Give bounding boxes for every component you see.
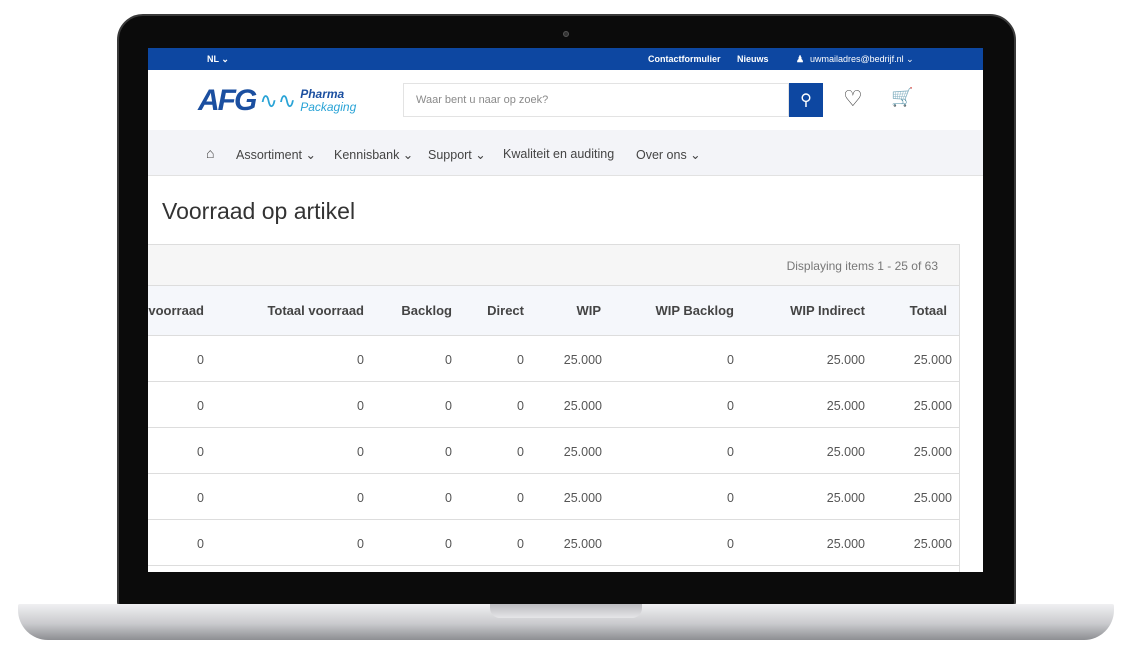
column-header[interactable]: WIP xyxy=(576,303,601,318)
column-header[interactable]: voorraad xyxy=(148,303,204,318)
dna-icon: ∿∿ xyxy=(259,88,297,113)
table-cell: 0 xyxy=(197,399,204,413)
table-cell: 25.000 xyxy=(913,537,952,551)
table-cell: 0 xyxy=(445,537,452,551)
column-header[interactable]: Totaal xyxy=(909,303,947,318)
heart-icon[interactable]: ♡ xyxy=(843,86,863,111)
logo-sub1: Pharma xyxy=(300,87,345,101)
table-row[interactable]: 0 0 0 0 25.000 0 25.000 25.000 xyxy=(148,474,959,520)
top-bar: NL ⌄ Contactformulier Nieuws ♟ uwmailadr… xyxy=(148,48,983,70)
table-cell: 25.000 xyxy=(826,399,865,413)
camera xyxy=(563,31,569,37)
table-cell: 25.000 xyxy=(563,399,602,413)
table-cell: 25.000 xyxy=(913,491,952,505)
table-body: 0 0 0 0 25.000 0 25.000 25.000 0 0 0 0 25.000 0 25.000… xyxy=(148,336,959,566)
table-cell: 0 xyxy=(727,537,734,551)
table-cell: 25.000 xyxy=(563,445,602,459)
column-header[interactable]: Totaal voorraad xyxy=(267,303,364,318)
table-cell: 0 xyxy=(517,353,524,367)
user-icon: ♟ xyxy=(796,54,805,64)
nav-support[interactable]: Support ⌄ xyxy=(428,148,486,162)
table-cell: 0 xyxy=(727,353,734,367)
main-nav: ⌂ Assortiment ⌄ Kennisbank ⌄ Support ⌄ K… xyxy=(148,130,983,176)
table-cell: 25.000 xyxy=(563,491,602,505)
table-cell: 25.000 xyxy=(913,445,952,459)
table-cell: 0 xyxy=(197,491,204,505)
cart-icon[interactable]: 🛒 xyxy=(891,87,914,107)
table-cell: 25.000 xyxy=(563,537,602,551)
table-cell: 0 xyxy=(357,445,364,459)
table-row[interactable]: 0 0 0 0 25.000 0 25.000 25.000 xyxy=(148,520,959,566)
user-menu[interactable]: uwmailadres@bedrijf.nl ⌄ xyxy=(810,54,914,64)
table-cell: 25.000 xyxy=(826,353,865,367)
column-header[interactable]: Direct xyxy=(487,303,524,318)
laptop-hinge xyxy=(490,604,642,618)
nav-kwaliteit[interactable]: Kwaliteit en auditing xyxy=(503,147,615,161)
table-cell: 0 xyxy=(445,353,452,367)
table-cell: 0 xyxy=(727,445,734,459)
table-cell: 0 xyxy=(727,399,734,413)
nav-assortiment[interactable]: Assortiment ⌄ xyxy=(236,148,316,162)
table-cell: 25.000 xyxy=(563,353,602,367)
search-input[interactable]: Waar bent u naar op zoek? xyxy=(403,83,789,117)
table-cell: 0 xyxy=(517,445,524,459)
table-cell: 25.000 xyxy=(826,445,865,459)
table-cell: 0 xyxy=(445,399,452,413)
column-header[interactable]: WIP Backlog xyxy=(655,303,734,318)
table-cell: 0 xyxy=(357,399,364,413)
column-header[interactable]: WIP Indirect xyxy=(790,303,865,318)
logo[interactable]: AFG ∿∿ Pharma Packaging xyxy=(198,84,356,118)
table-cell: 25.000 xyxy=(826,537,865,551)
stock-table: Displaying items 1 - 25 of 63 voorraad To… xyxy=(148,244,960,572)
nav-kennisbank[interactable]: Kennisbank ⌄ xyxy=(334,148,414,162)
screen: NL ⌄ Contactformulier Nieuws ♟ uwmailadr… xyxy=(148,48,983,572)
language-selector[interactable]: NL ⌄ xyxy=(207,54,229,64)
table-cell: 0 xyxy=(445,491,452,505)
logo-text: AFG xyxy=(198,84,257,117)
search-icon: ⚲ xyxy=(800,92,812,109)
paging-info: Displaying items 1 - 25 of 63 xyxy=(148,245,959,286)
table-cell: 0 xyxy=(445,445,452,459)
nav-over-ons[interactable]: Over ons ⌄ xyxy=(636,148,701,162)
news-link[interactable]: Nieuws xyxy=(737,54,769,64)
table-header: voorraad Totaal voorraad Backlog Direct WIP W… xyxy=(148,286,959,336)
home-icon[interactable]: ⌂ xyxy=(206,145,215,161)
table-cell: 0 xyxy=(197,445,204,459)
table-cell: 0 xyxy=(357,537,364,551)
page-title: Voorraad op artikel xyxy=(162,198,356,224)
column-header[interactable]: Backlog xyxy=(401,303,452,318)
table-row[interactable]: 0 0 0 0 25.000 0 25.000 25.000 xyxy=(148,382,959,428)
table-cell: 0 xyxy=(517,399,524,413)
search-button[interactable]: ⚲ xyxy=(789,83,823,117)
table-cell: 0 xyxy=(197,537,204,551)
table-cell: 0 xyxy=(197,353,204,367)
table-cell: 25.000 xyxy=(826,491,865,505)
table-cell: 0 xyxy=(517,491,524,505)
table-cell: 0 xyxy=(517,537,524,551)
table-cell: 0 xyxy=(357,353,364,367)
table-row[interactable]: 0 0 0 0 25.000 0 25.000 25.000 xyxy=(148,336,959,382)
contact-link[interactable]: Contactformulier xyxy=(648,54,721,64)
table-cell: 25.000 xyxy=(913,399,952,413)
table-cell: 0 xyxy=(357,491,364,505)
table-row[interactable]: 0 0 0 0 25.000 0 25.000 25.000 xyxy=(148,428,959,474)
header: AFG ∿∿ Pharma Packaging Waar bent u naar … xyxy=(148,70,983,130)
table-cell: 25.000 xyxy=(913,353,952,367)
logo-sub2: Packaging xyxy=(300,100,357,114)
table-cell: 0 xyxy=(727,491,734,505)
